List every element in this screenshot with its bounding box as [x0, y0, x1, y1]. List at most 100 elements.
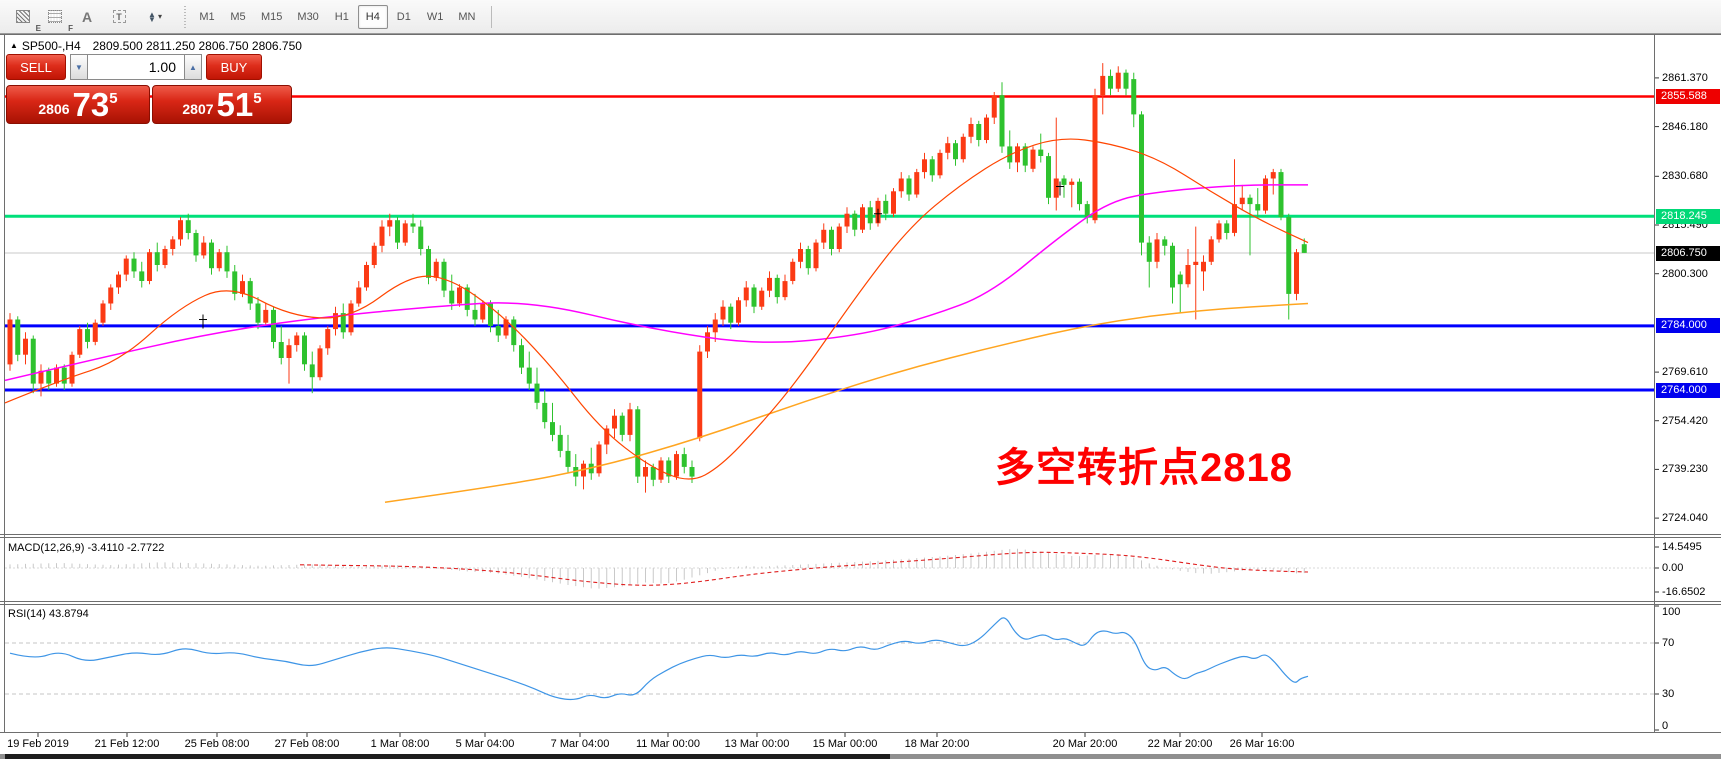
symbol-period-label: SP500-,H4: [21, 39, 81, 53]
candle-body: [139, 271, 145, 281]
candle-body: [883, 200, 889, 214]
macd-label: MACD(12,26,9) -3.4110 -2.7722: [8, 542, 165, 554]
candle-body: [635, 409, 641, 477]
sub-letter-e: E: [35, 23, 41, 33]
volume-decrease-button[interactable]: ▼: [70, 54, 88, 80]
candle-body: [681, 454, 687, 467]
sell-price-small: 2806: [38, 101, 70, 117]
sell-button[interactable]: SELL: [6, 54, 66, 80]
time-axis-label: 22 Mar 20:00: [1147, 738, 1213, 750]
letter-a-icon[interactable]: A: [81, 8, 93, 25]
time-axis-label: 27 Feb 08:00: [274, 738, 340, 750]
candle-body: [201, 242, 207, 256]
candle-body: [612, 415, 617, 429]
candle-body: [116, 274, 121, 288]
sub-letter-f: F: [68, 23, 73, 33]
price-badge-2784.000: 2784.000: [1656, 318, 1720, 334]
candle-body: [1216, 223, 1222, 240]
candle-body: [767, 277, 772, 291]
candle-body: [1084, 204, 1090, 217]
chart-window: ▲ SP500-,H4 2809.500 2811.250 2806.750 2…: [0, 34, 1721, 759]
candle-body: [1038, 149, 1044, 156]
candle-body: [154, 252, 160, 265]
collapse-triangle-icon[interactable]: ▲: [10, 40, 18, 50]
timeframe-h4[interactable]: H4: [357, 4, 388, 29]
timeframe-m30[interactable]: M30: [297, 10, 319, 23]
candle-body: [457, 287, 462, 304]
candle-body: [333, 313, 338, 330]
candle-body: [650, 467, 656, 480]
sell-price-big: 73: [72, 86, 110, 123]
candle-body: [147, 252, 152, 281]
toolbar: E F A T ▲ ▼ ▾ M1 M5 M15 M30 H1 H4 D1 W1 MN: [0, 0, 1721, 34]
volume-increase-button[interactable]: ▲: [184, 54, 202, 80]
candle-body: [1247, 197, 1253, 205]
ea-hatch-icon[interactable]: E: [8, 4, 41, 33]
candle-body: [627, 409, 633, 435]
candle-body: [77, 329, 83, 355]
time-axis-label: 20 Mar 20:00: [1052, 738, 1118, 750]
candle-body: [480, 303, 486, 320]
candle-body: [1022, 146, 1028, 166]
horizontal-scrollbar[interactable]: [0, 754, 1721, 759]
timeframe-m5[interactable]: M5: [230, 10, 246, 23]
time-axis-label: 18 Mar 20:00: [904, 738, 970, 750]
candle-body: [689, 467, 695, 477]
candle-body: [108, 287, 114, 304]
volume-input[interactable]: [88, 54, 184, 80]
candle-body: [953, 143, 958, 160]
timeframe-h1[interactable]: H1: [334, 10, 349, 23]
grid-dotted-icon[interactable]: F: [40, 4, 73, 33]
candle-body: [914, 172, 920, 195]
candle-body: [937, 152, 943, 176]
candle-body: [1139, 114, 1144, 243]
ma-slow-line: [384, 302, 1309, 503]
price-axis-label: 2846.180: [1662, 120, 1708, 133]
timeframe-mn[interactable]: MN: [458, 10, 476, 23]
chart-surface[interactable]: [0, 34, 1721, 759]
timeframe-m1[interactable]: M1: [199, 10, 215, 23]
scrollbar-thumb[interactable]: [5, 754, 890, 759]
time-axis-label: 15 Mar 00:00: [812, 738, 878, 750]
candle-body: [1146, 242, 1152, 262]
candle-body: [30, 338, 36, 384]
timeframe-w1[interactable]: W1: [426, 10, 444, 23]
candle-body: [23, 338, 28, 355]
candle-body: [302, 335, 307, 365]
candle-body: [426, 249, 431, 278]
candle-body: [596, 444, 602, 474]
candle-body: [1108, 75, 1113, 89]
candle-body: [193, 233, 199, 256]
timeframe-m15[interactable]: M15: [261, 10, 283, 23]
candle-body: [906, 178, 912, 195]
candle-body: [519, 345, 524, 368]
toolbar-separator: [184, 5, 186, 28]
candle-body: [991, 95, 997, 118]
time-axis-label: 13 Mar 00:00: [724, 738, 790, 750]
timeframe-d1[interactable]: D1: [396, 10, 411, 23]
timeframe-buttons: M1 M5 M15 M30 H1 H4 D1 W1 MN: [192, 4, 483, 29]
candle-body: [1224, 223, 1230, 233]
price-badge-2806.750: 2806.750: [1656, 245, 1720, 261]
ohlc-values: 2809.500 2811.250 2806.750 2806.750: [92, 39, 302, 53]
candle-body: [798, 249, 803, 262]
candle-body: [898, 178, 904, 192]
candle-body: [402, 223, 408, 243]
candle-body: [38, 370, 44, 384]
candle-body: [968, 124, 974, 137]
arrows-dropdown-icon[interactable]: ▲ ▼ ▾: [148, 9, 162, 24]
buy-price-panel[interactable]: 2807 51 5: [152, 85, 292, 124]
candle-body: [844, 213, 850, 227]
candle-body: [216, 252, 222, 269]
buy-button[interactable]: BUY: [206, 54, 262, 80]
candle-body: [410, 223, 416, 227]
candle-body: [1193, 261, 1199, 265]
rsi-axis-label: 70: [1662, 637, 1675, 649]
sell-price-panel[interactable]: 2806 73 5: [6, 85, 150, 124]
candle-body: [666, 460, 672, 477]
text-frame-icon[interactable]: T: [104, 4, 134, 30]
price-axis-label: 2800.300: [1662, 267, 1708, 280]
macd-axis-label: 14.5495: [1662, 541, 1702, 553]
macd-axis-label: -16.6502: [1662, 586, 1706, 599]
ma-fast-line: [4, 138, 1309, 480]
